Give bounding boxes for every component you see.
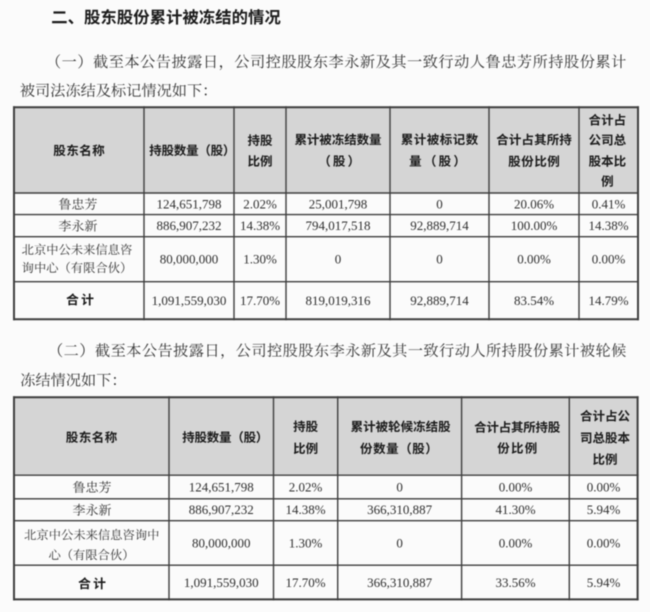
svg-text:0: 0 [396, 535, 403, 550]
svg-text:886,907,232: 886,907,232 [157, 218, 222, 233]
svg-text:14.38%: 14.38% [588, 218, 628, 233]
svg-text:0.00%: 0.00% [499, 535, 533, 550]
svg-text:33.56%: 33.56% [495, 575, 535, 590]
svg-text:5.94%: 5.94% [587, 575, 621, 590]
svg-text:1,091,559,030: 1,091,559,030 [152, 293, 227, 308]
svg-text:1.30%: 1.30% [289, 535, 323, 550]
svg-text:2.02%: 2.02% [243, 196, 277, 211]
svg-text:0: 0 [396, 479, 403, 494]
svg-text:80,000,000: 80,000,000 [160, 252, 219, 267]
svg-text:794,017,518: 794,017,518 [306, 218, 371, 233]
svg-text:0.41%: 0.41% [592, 196, 626, 211]
svg-text:366,310,887: 366,310,887 [367, 502, 433, 517]
svg-text:0.00%: 0.00% [587, 535, 621, 550]
svg-text:5.94%: 5.94% [587, 502, 621, 517]
svg-text:25,001,798: 25,001,798 [309, 196, 368, 211]
svg-text:124,651,798: 124,651,798 [189, 479, 254, 494]
svg-text:2.02%: 2.02% [289, 479, 323, 494]
svg-text:819,019,316: 819,019,316 [306, 293, 372, 308]
svg-text:0.00%: 0.00% [587, 479, 621, 494]
svg-text:0.00%: 0.00% [499, 479, 533, 494]
svg-text:0.00%: 0.00% [592, 252, 626, 267]
svg-text:124,651,798: 124,651,798 [157, 196, 222, 211]
svg-text:14.38%: 14.38% [240, 218, 280, 233]
svg-text:1,091,559,030: 1,091,559,030 [184, 575, 259, 590]
svg-text:80,000,000: 80,000,000 [192, 535, 251, 550]
svg-text:366,310,887: 366,310,887 [367, 575, 433, 590]
svg-text:1.30%: 1.30% [243, 252, 277, 267]
svg-text:14.79%: 14.79% [588, 293, 628, 308]
svg-text:886,907,232: 886,907,232 [189, 502, 254, 517]
svg-text:0: 0 [436, 196, 443, 211]
svg-text:20.06%: 20.06% [514, 196, 554, 211]
svg-text:41.30%: 41.30% [495, 502, 535, 517]
svg-text:0.00%: 0.00% [517, 252, 551, 267]
svg-text:17.70%: 17.70% [240, 293, 280, 308]
svg-text:17.70%: 17.70% [286, 575, 326, 590]
svg-text:14.38%: 14.38% [286, 502, 326, 517]
svg-text:92,889,714: 92,889,714 [410, 293, 469, 308]
svg-text:92,889,714: 92,889,714 [410, 218, 469, 233]
svg-text:100.00%: 100.00% [511, 218, 558, 233]
svg-text:0: 0 [335, 252, 342, 267]
svg-text:83.54%: 83.54% [514, 293, 554, 308]
svg-text:0: 0 [436, 252, 443, 267]
